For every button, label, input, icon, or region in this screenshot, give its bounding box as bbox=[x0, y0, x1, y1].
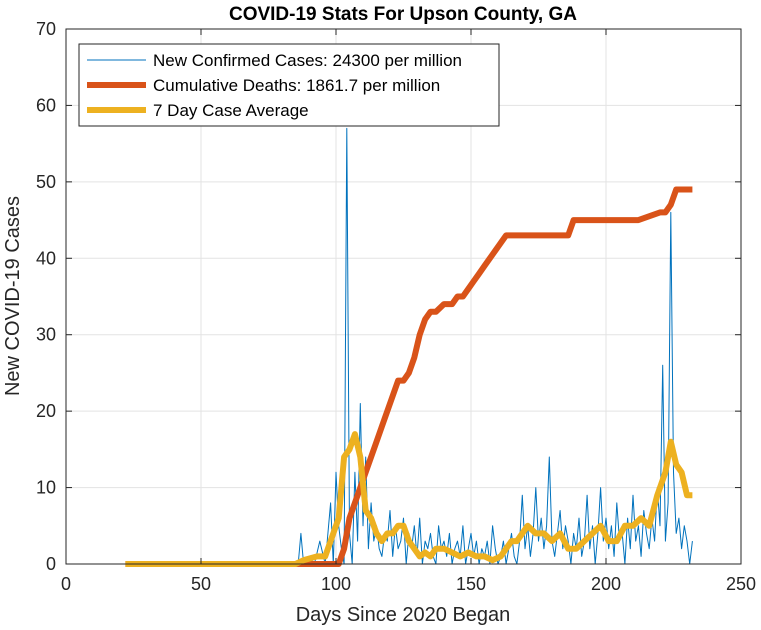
y-tick-label: 60 bbox=[36, 95, 56, 115]
legend-label-new-cases: New Confirmed Cases: 24300 per million bbox=[153, 51, 462, 70]
y-tick-label: 50 bbox=[36, 172, 56, 192]
x-tick-label: 200 bbox=[591, 574, 621, 594]
x-tick-label: 50 bbox=[191, 574, 211, 594]
plot-frame bbox=[65, 28, 742, 565]
series-layer bbox=[125, 127, 693, 567]
legend-label-cumulative-deaths: Cumulative Deaths: 1861.7 per million bbox=[153, 76, 440, 95]
y-tick-label: 40 bbox=[36, 248, 56, 268]
x-axis-label: Days Since 2020 Began bbox=[296, 604, 511, 626]
y-axis-label: New COVID-19 Cases bbox=[2, 196, 24, 396]
series-line-cumulative-deaths bbox=[125, 186, 693, 567]
x-tick-label: 0 bbox=[61, 574, 71, 594]
y-tick-label: 20 bbox=[36, 401, 56, 421]
y-tick-label: 70 bbox=[36, 19, 56, 39]
x-tick-label: 150 bbox=[456, 574, 486, 594]
legend-label-7day-average: 7 Day Case Average bbox=[153, 101, 309, 120]
series-line-7day-average bbox=[125, 431, 693, 567]
y-tick-label: 0 bbox=[46, 554, 56, 574]
legend: New Confirmed Cases: 24300 per million C… bbox=[78, 43, 500, 127]
x-tick-label: 250 bbox=[726, 574, 756, 594]
y-tick-label: 30 bbox=[36, 325, 56, 345]
chart-title: COVID-19 Stats For Upson County, GA bbox=[229, 4, 577, 25]
legend-box bbox=[78, 43, 500, 127]
y-tick-label: 10 bbox=[36, 478, 56, 498]
x-tick-label: 100 bbox=[321, 574, 351, 594]
axis-ticks: 0 50 100 150 200 250 0 10 20 30 40 50 60 70 bbox=[36, 19, 756, 594]
